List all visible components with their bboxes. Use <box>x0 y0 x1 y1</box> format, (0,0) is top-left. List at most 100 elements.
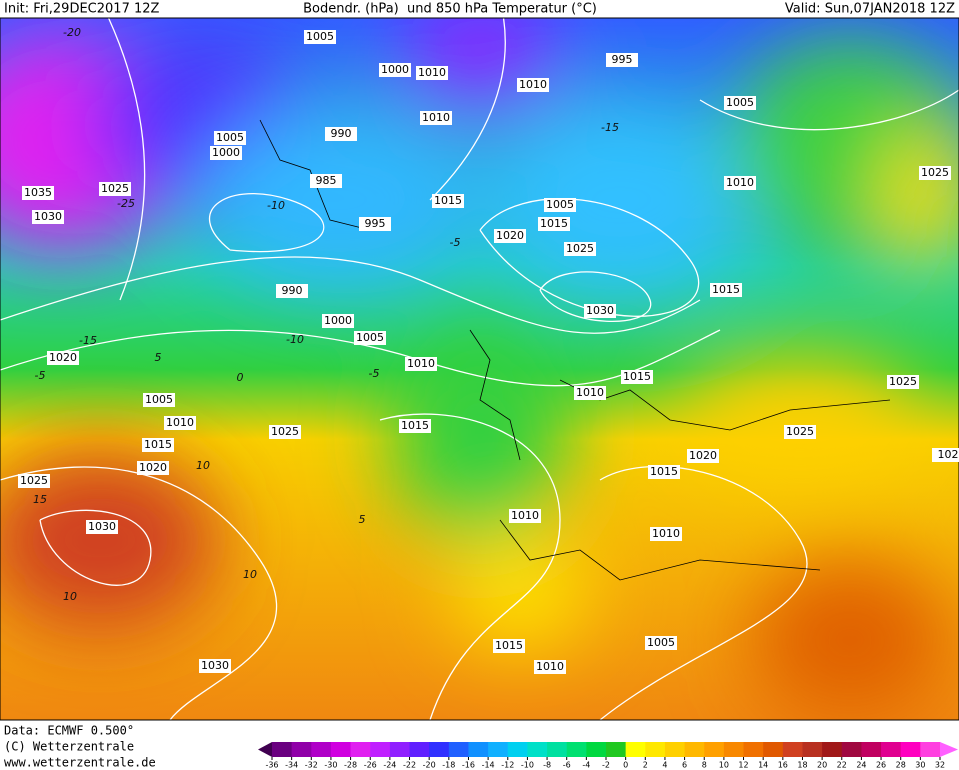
colorbar-segment <box>625 742 646 757</box>
temperature-label: -20 <box>63 26 81 39</box>
colorbar-segment <box>350 742 371 757</box>
colorbar-tick-label: -10 <box>521 761 534 770</box>
isobar-label-box <box>538 217 570 231</box>
isobar-label-box <box>322 314 354 328</box>
colorbar-segment <box>527 742 548 757</box>
isobar-label: 1000 <box>381 63 409 76</box>
colorbar-tick-label: -32 <box>305 761 318 770</box>
isobar-label: 990 <box>282 284 303 297</box>
isobar-label: 1025 <box>20 474 48 487</box>
colorbar-segment <box>920 742 941 757</box>
isobar-label-box <box>310 174 342 188</box>
colorbar-segment <box>586 742 607 757</box>
colorbar-segment <box>429 742 450 757</box>
temperature-label: 0 <box>237 371 244 384</box>
isobar-label-box <box>359 217 391 231</box>
colorbar-segment <box>841 742 862 757</box>
temperature-label: 15 <box>33 493 47 506</box>
isobar-label: 1030 <box>88 520 116 533</box>
init-time: Init: Fri,29DEC2017 12Z <box>4 2 160 17</box>
isobar-label-box <box>606 53 638 67</box>
isobar-label: 1000 <box>212 146 240 159</box>
colorbar-tick-label: 10 <box>719 761 729 770</box>
isobar-label-box <box>269 425 301 439</box>
colorbar-segment <box>370 742 391 757</box>
isobar-label-box <box>494 229 526 243</box>
temperature-label: -5 <box>450 236 461 249</box>
isobar-label: 1010 <box>418 66 446 79</box>
isobar-label: 1005 <box>306 30 334 43</box>
colorbar-segment <box>881 742 902 757</box>
isobar-label: 1020 <box>139 461 167 474</box>
isobar-label-box <box>210 146 242 160</box>
isobar-label: 1015 <box>650 465 678 478</box>
colorbar-segment <box>645 742 666 757</box>
colorbar-segment <box>763 742 784 757</box>
colorbar-segment <box>566 742 587 757</box>
isobar-label: 1030 <box>586 304 614 317</box>
isobar-label: 1010 <box>536 660 564 673</box>
isobar-label: 1005 <box>356 331 384 344</box>
isobar-label-box <box>99 182 131 196</box>
isobar-label: 1035 <box>24 186 52 199</box>
isobar-label: 1005 <box>546 198 574 211</box>
data-source: Data: ECMWF 0.500° <box>4 724 134 738</box>
isobar-label: 1000 <box>324 314 352 327</box>
isobar-label: 1005 <box>726 96 754 109</box>
temperature-label: -5 <box>35 369 46 382</box>
colorbar-tick-label: 12 <box>738 761 748 770</box>
colorbar-segment <box>409 742 430 757</box>
isobar-label: 1025 <box>566 242 594 255</box>
isobar-label-box <box>379 63 411 77</box>
colorbar-segment <box>389 742 411 757</box>
isobar-label: 1005 <box>647 636 675 649</box>
colorbar-segment <box>547 742 568 757</box>
isobar-label-box <box>420 111 452 125</box>
temperature-label: 10 <box>63 590 77 603</box>
copyright: (C) Wetterzentrale <box>4 740 134 754</box>
colorbar-tick-label: -34 <box>285 761 298 770</box>
isobar-label-box <box>399 419 431 433</box>
isobar-label-box <box>564 242 596 256</box>
temperature-label: -15 <box>79 334 97 347</box>
temperature-label: -25 <box>117 197 135 210</box>
isobar-label-box <box>919 166 951 180</box>
temperature-label: 10 <box>196 459 210 472</box>
colorbar-tick-label: 18 <box>797 761 807 770</box>
colorbar-segment <box>664 742 686 757</box>
temperature-label: -15 <box>601 121 619 134</box>
isobar-label: 1015 <box>712 283 740 296</box>
colorbar-tick-label: -18 <box>442 761 455 770</box>
isobar-label-box <box>534 660 566 674</box>
colorbar-segment <box>684 742 705 757</box>
colorbar-tick-label: 32 <box>935 761 945 770</box>
colorbar-segment <box>448 742 469 757</box>
isobar-label-box <box>164 416 196 430</box>
isobar-label-box <box>199 659 231 673</box>
isobar-label: 1005 <box>216 131 244 144</box>
colorbar-segment <box>468 742 489 757</box>
isobar-label: 1010 <box>519 78 547 91</box>
colorbar-tick-label: 16 <box>778 761 788 770</box>
colorbar-segment <box>488 742 509 757</box>
isobar-label-box <box>687 449 719 463</box>
isobar-label-box <box>276 284 308 298</box>
colorbar-tick-label: -2 <box>602 761 610 770</box>
isobar-label: 1015 <box>623 370 651 383</box>
isobar-label-box <box>517 78 549 92</box>
colorbar-tick-label: -12 <box>501 761 514 770</box>
isobar-label-box <box>645 636 677 650</box>
isobar-label: 1010 <box>407 357 435 370</box>
isobar-label: 1010 <box>166 416 194 429</box>
isobar-label: 1020 <box>49 351 77 364</box>
colorbar-segment <box>822 742 843 757</box>
isobar-label: 1025 <box>889 375 917 388</box>
isobar-label: 1030 <box>201 659 229 672</box>
temperature-label: 5 <box>359 513 366 526</box>
isobar-label: 1025 <box>271 425 299 438</box>
isobar-label-box <box>621 370 653 384</box>
isobar-label: 1025 <box>921 166 949 179</box>
colorbar-tick-label: -22 <box>403 761 416 770</box>
colorbar-segment <box>802 742 823 757</box>
